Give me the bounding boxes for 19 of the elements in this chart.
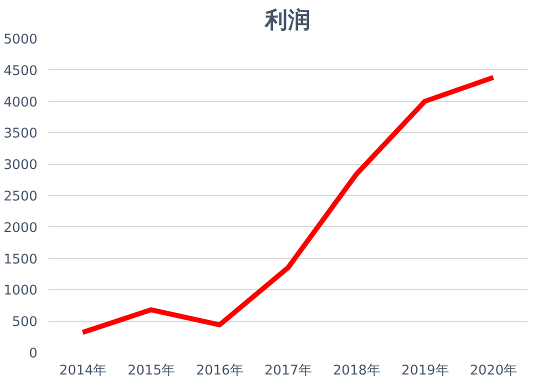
y-tick-label: 3500 (4, 126, 38, 142)
x-tick-label: 2017年 (264, 364, 312, 378)
y-tick-label: 2500 (4, 190, 38, 204)
y-tick-label: 2000 (4, 220, 38, 236)
x-tick-label: 2016年 (196, 364, 244, 378)
y-tick-label: 0 (29, 346, 38, 362)
x-tick-label: 2015年 (128, 364, 175, 378)
y-tick-label: 4500 (4, 64, 38, 79)
y-tick-label: 4000 (4, 95, 38, 110)
x-tick-label: 2019年 (401, 364, 448, 378)
x-tick-label: 2018年 (332, 364, 380, 378)
y-tick-label: 5000 (4, 32, 38, 48)
y-tick-label: 3000 (4, 158, 38, 174)
chart-title: 利润 (264, 6, 311, 34)
x-tick-label: 2014年 (59, 364, 106, 378)
y-tick-label: 1500 (4, 252, 38, 268)
y-tick-label: 500 (12, 315, 38, 330)
x-tick-label: 2020年 (470, 364, 517, 378)
y-tick-label: 1000 (4, 284, 38, 299)
